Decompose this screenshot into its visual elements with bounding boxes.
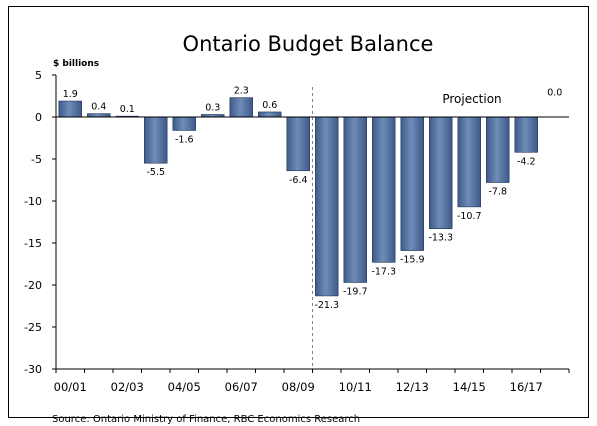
- bar-09-10: [315, 116, 339, 297]
- data-label: -21.3: [314, 300, 339, 311]
- data-label: -13.3: [428, 233, 453, 244]
- bar-14-15: [457, 116, 481, 208]
- y-tick-label: -25: [24, 321, 42, 334]
- plot-area: 5 0 -5 -10 -15 -20 -25 -30 1.9 0.4 0.1 -5.5 -1.6 0.3 2…: [24, 69, 570, 394]
- x-tick-label: 10/11: [339, 380, 372, 394]
- data-label: -5.5: [146, 167, 165, 178]
- bar-08-09: [286, 116, 310, 172]
- y-tick-label: -15: [24, 237, 42, 250]
- y-tick-label: -10: [24, 195, 42, 208]
- bar-07-08: [258, 111, 282, 118]
- bar-06-07: [229, 97, 253, 118]
- data-label: -7.8: [488, 187, 507, 198]
- data-label: -10.7: [457, 211, 482, 222]
- bar-11-12: [372, 116, 396, 263]
- source-note: Source: Ontario Ministry of Finance, RBC…: [52, 414, 360, 425]
- data-label: 1.9: [63, 89, 78, 100]
- x-tick-label: 04/05: [168, 380, 201, 394]
- bar-13-14: [429, 116, 453, 230]
- data-label: -4.2: [517, 156, 536, 167]
- data-label: 2.3: [234, 86, 249, 97]
- x-tick-label: 12/13: [396, 380, 429, 394]
- data-label: 0.6: [262, 100, 277, 111]
- projection-label: Projection: [442, 92, 501, 106]
- data-label: 0.1: [120, 104, 135, 115]
- data-label: 0.3: [205, 102, 220, 113]
- bar-00-01: [58, 100, 82, 118]
- bar-04-05: [172, 116, 196, 131]
- data-label: -15.9: [400, 255, 425, 266]
- x-tick-label: 06/07: [225, 380, 258, 394]
- chart-frame: [8, 6, 589, 418]
- data-label: -1.6: [175, 134, 194, 145]
- bar-15-16: [486, 116, 510, 183]
- x-tick-label: 02/03: [111, 380, 144, 394]
- y-tick-label: 5: [35, 69, 42, 82]
- bar-03-04: [144, 116, 168, 164]
- x-tick-label: 16/17: [510, 380, 543, 394]
- bar-01-02: [87, 113, 111, 118]
- x-tick-label: 14/15: [453, 380, 486, 394]
- bar-16-17: [514, 116, 538, 153]
- y-tick-label: -20: [24, 279, 42, 292]
- bar-12-13: [400, 116, 424, 251]
- x-tick-label: 08/09: [282, 380, 315, 394]
- data-label: 0.4: [91, 102, 106, 113]
- data-label: -17.3: [371, 266, 396, 277]
- y-tick-label: -5: [31, 153, 42, 166]
- data-label: -19.7: [343, 286, 368, 297]
- chart-title: Ontario Budget Balance: [183, 32, 434, 56]
- data-label: -6.4: [289, 175, 308, 186]
- x-tick-label: 00/01: [54, 380, 87, 394]
- data-label: 0.0: [547, 88, 562, 99]
- y-unit-label: $ billions: [53, 59, 99, 69]
- y-tick-label: 0: [35, 111, 42, 124]
- y-tick-label: -30: [24, 363, 42, 376]
- bar-10-11: [343, 116, 367, 283]
